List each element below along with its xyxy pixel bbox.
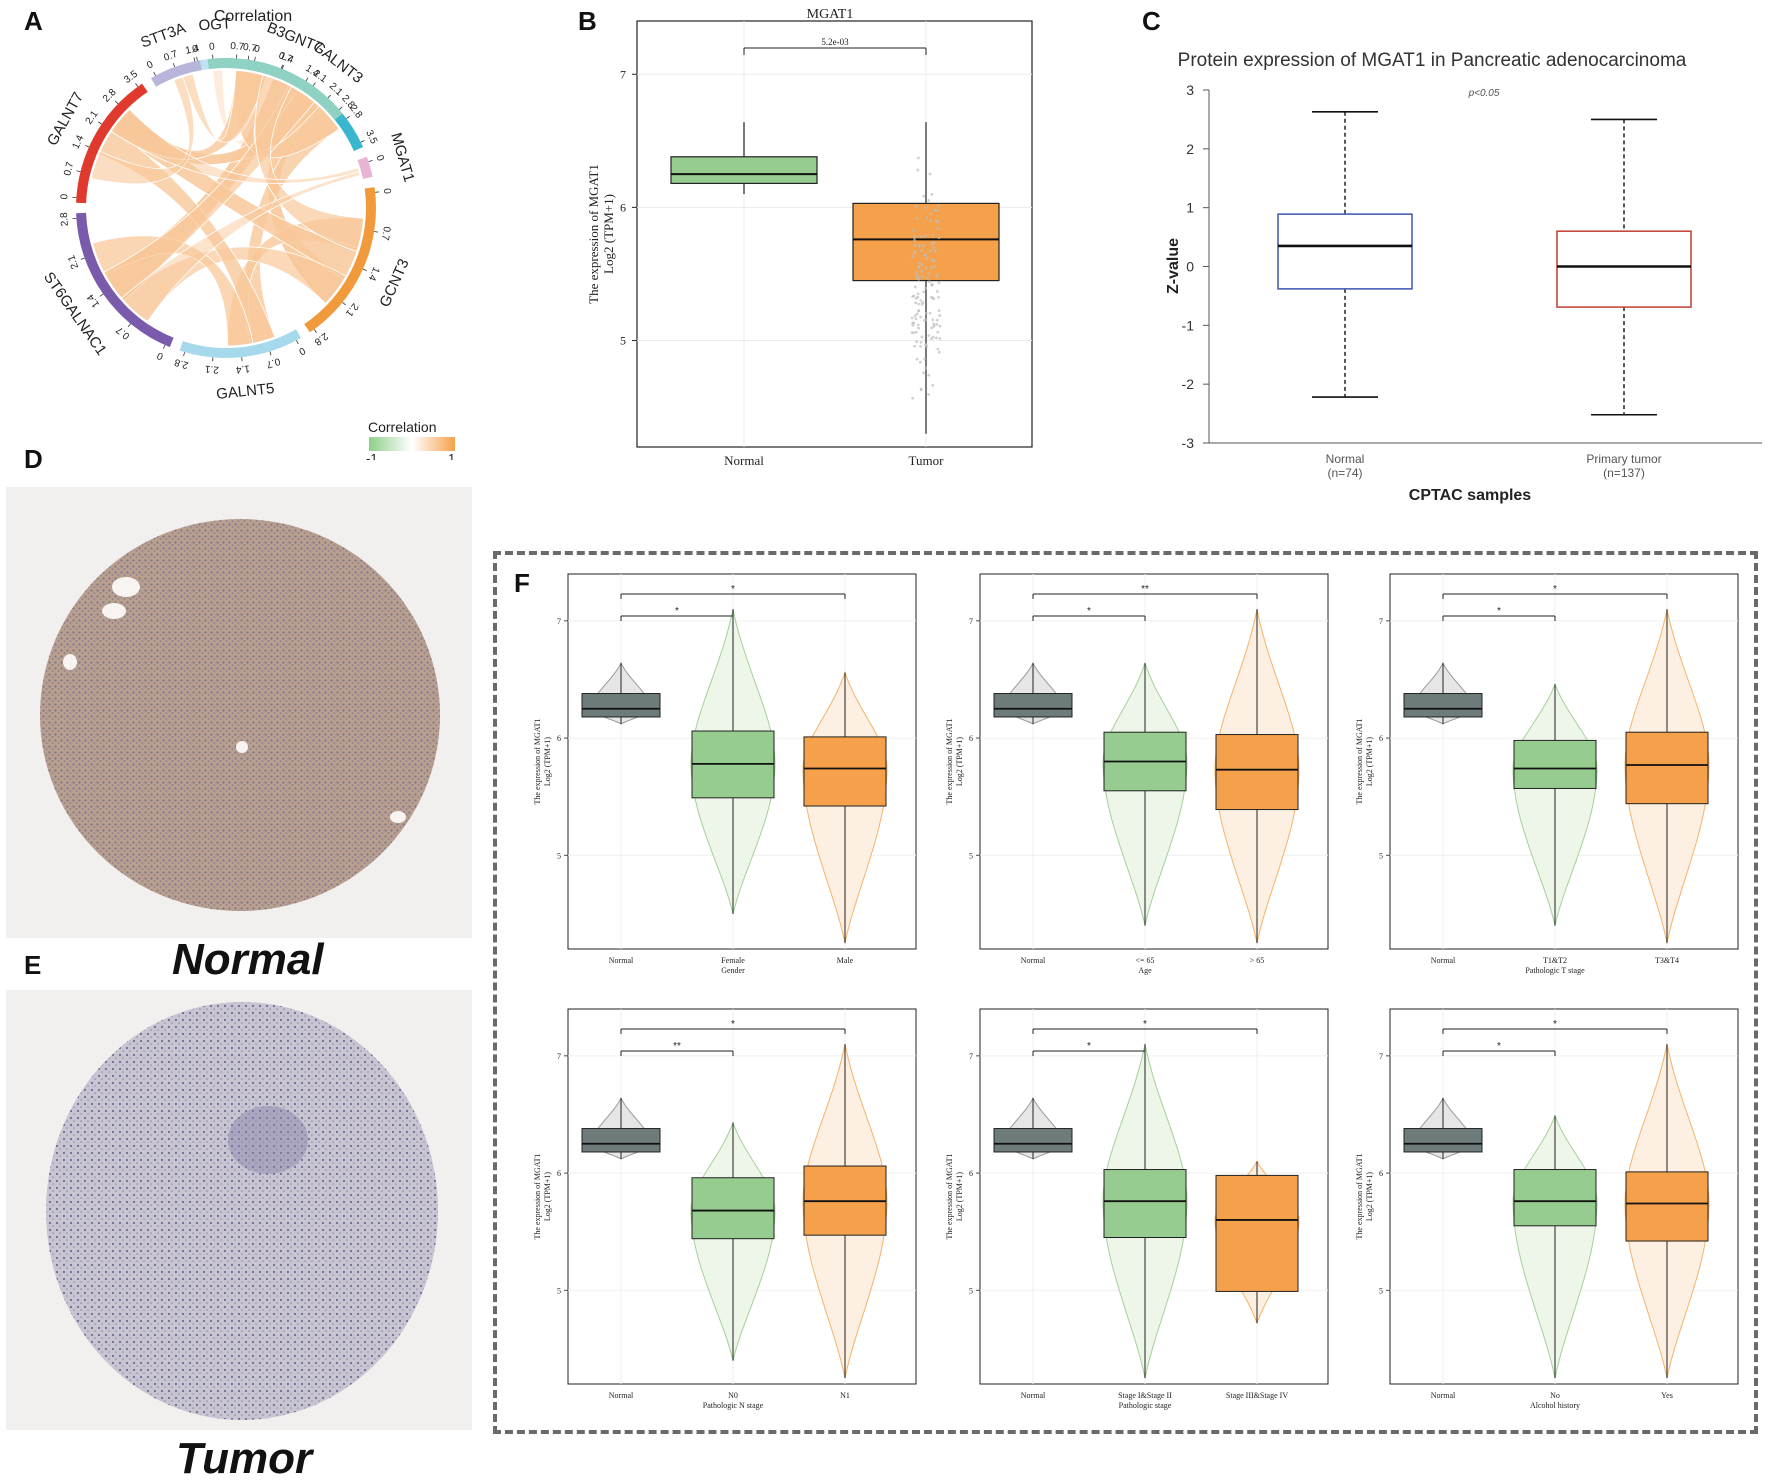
f-sig-long: * [1143,1019,1147,1030]
f-ylabel-1: The expression of MGAT1 [533,719,542,805]
f-group-label: No [1550,1391,1560,1400]
f-ytick-label: 6 [969,734,973,743]
f-ylabel-2: Log2 (TPM+1) [955,1172,964,1222]
f-xlabel: Pathologic T stage [1525,966,1585,975]
f-ylabel-2: Log2 (TPM+1) [1365,1172,1374,1222]
f-group-label: <= 65 [1135,956,1154,965]
f-ylabel-2: Log2 (TPM+1) [1365,737,1374,787]
f-group-label: Yes [1661,1391,1673,1400]
f-xlabel: Gender [721,966,745,975]
f-group-label: N0 [728,1391,738,1400]
f-sig-short: * [1497,1041,1501,1052]
f-ylabel-2: Log2 (TPM+1) [543,737,552,787]
f-ytick-label: 7 [1379,1052,1383,1061]
f-ylabel-1: The expression of MGAT1 [1355,719,1364,805]
f-ytick-label: 6 [557,1169,561,1178]
f-xlabel: Pathologic N stage [703,1401,764,1410]
f-group-label: Male [837,956,854,965]
f-ytick-label: 7 [969,617,973,626]
f-ylabel-1: The expression of MGAT1 [945,719,954,805]
f-xlabel: Alcohol history [1530,1401,1580,1410]
f-sig-short: * [1497,606,1501,617]
f-ytick-label: 7 [557,617,561,626]
f-box [1216,1175,1298,1291]
f-sig-long: * [731,1019,735,1030]
f-box [582,694,660,717]
f-box [1626,732,1708,803]
f-ylabel-1: The expression of MGAT1 [945,1154,954,1240]
f-ylabel-2: Log2 (TPM+1) [955,737,964,787]
f-group-label: Stage III&Stage IV [1226,1391,1288,1400]
f-box [1104,1170,1186,1238]
f-ytick-label: 6 [1379,734,1383,743]
f-group-label: T1&T2 [1543,956,1567,965]
f-sig-long: * [1553,584,1557,595]
f-box [804,737,886,806]
f-ytick-label: 7 [1379,617,1383,626]
f-xlabel: Pathologic stage [1119,1401,1172,1410]
f-ylabel-1: The expression of MGAT1 [1355,1154,1364,1240]
f-box [1514,740,1596,788]
f-sig-short: * [1087,606,1091,617]
f-sig-long: * [731,584,735,595]
f-group-label: Stage I&Stage II [1118,1391,1172,1400]
f-group-label: Female [721,956,745,965]
f-group-label: T3&T4 [1655,956,1679,965]
f-box [994,694,1072,717]
f-ylabel-1: The expression of MGAT1 [533,1154,542,1240]
f-box [1404,1129,1482,1152]
f-group-label: Normal [609,956,634,965]
f-group-label: Normal [609,1391,634,1400]
f-ytick-label: 6 [557,734,561,743]
f-sig-long: * [1553,1019,1557,1030]
f-group-label: Normal [1431,1391,1456,1400]
f-box [1626,1172,1708,1241]
f-ytick-label: 5 [969,851,973,860]
f-sig-long: ** [1141,584,1149,595]
f-box [1404,694,1482,717]
f-ytick-label: 5 [1379,851,1383,860]
f-ytick-label: 5 [557,851,561,860]
f-box [994,1129,1072,1152]
f-sig-short: * [1087,1041,1091,1052]
f-group-label: N1 [840,1391,850,1400]
f-sig-short: * [675,606,679,617]
f-ylabel-2: Log2 (TPM+1) [543,1172,552,1222]
f-ytick-label: 6 [1379,1169,1383,1178]
f-group-label: > 65 [1250,956,1265,965]
f-ytick-label: 5 [969,1286,973,1295]
f-ytick-label: 6 [969,1169,973,1178]
f-group-label: Normal [1021,1391,1046,1400]
f-group-label: Normal [1431,956,1456,965]
f-box [582,1129,660,1152]
f-box [1514,1170,1596,1226]
f-ytick-label: 5 [557,1286,561,1295]
f-sig-short: ** [673,1041,681,1052]
f-box [692,1178,774,1239]
f-ytick-label: 7 [969,1052,973,1061]
f-group-label: Normal [1021,956,1046,965]
f-ytick-label: 7 [557,1052,561,1061]
f-ytick-label: 5 [1379,1286,1383,1295]
f-xlabel: Age [1138,966,1152,975]
f-box [1216,735,1298,810]
